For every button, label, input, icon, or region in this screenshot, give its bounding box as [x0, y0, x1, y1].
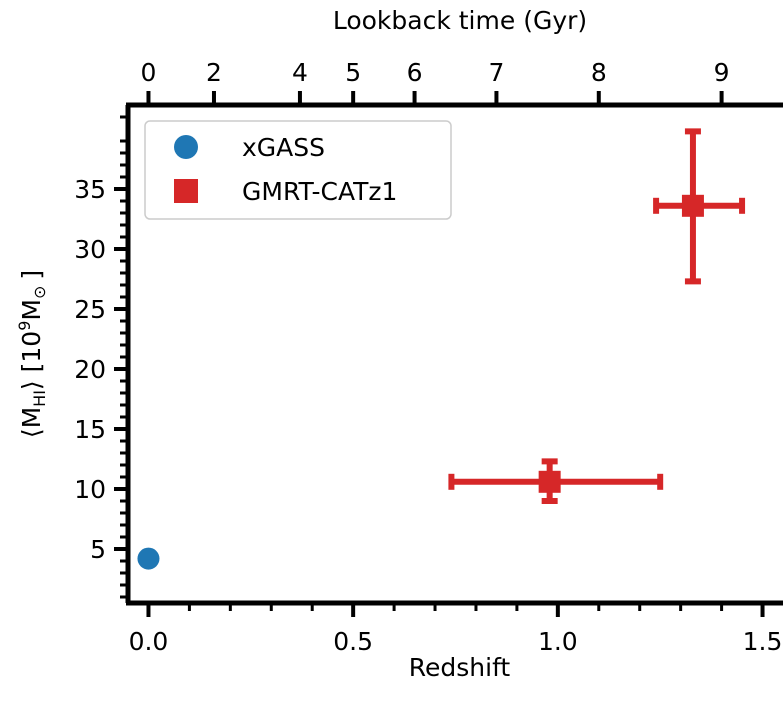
- data-point: [538, 470, 561, 493]
- legend-label: GMRT-CATz1: [242, 177, 397, 206]
- x-tick-label: 1.5: [743, 627, 783, 656]
- top-tick-label: 2: [206, 58, 222, 87]
- top-tick-label: 5: [345, 58, 361, 87]
- y-tick-label: 30: [74, 235, 106, 264]
- legend: xGASS GMRT-CATz1: [144, 120, 452, 220]
- y-label-main: ⟨M: [17, 407, 46, 438]
- y-tick-label: 5: [90, 535, 106, 564]
- y-label-sun: ⊙: [30, 286, 49, 299]
- top-tick-label: 4: [292, 58, 308, 87]
- y-label-mid: ⟩ [10: [17, 331, 46, 390]
- y-tick-label: 10: [74, 475, 106, 504]
- y-tick-label: 25: [74, 295, 106, 324]
- data-point: [681, 194, 704, 217]
- data-point: [137, 547, 160, 570]
- y-label-end: ]: [17, 270, 46, 280]
- y-tick-label: 15: [74, 415, 106, 444]
- top-tick-label: 7: [488, 58, 504, 87]
- y-label-sub: HI: [30, 390, 49, 407]
- x-tick-label: 0.0: [129, 627, 169, 656]
- legend-marker: [174, 179, 198, 203]
- top-tick-label: 0: [141, 58, 157, 87]
- plot-area: [137, 128, 746, 570]
- x-tick-label: 1.0: [538, 627, 578, 656]
- legend-label: xGASS: [242, 133, 325, 162]
- legend-frame: [144, 120, 452, 220]
- y-tick-label: 35: [74, 175, 106, 204]
- top-axis-label: Lookback time (Gyr): [333, 6, 587, 35]
- y-label-m: M: [17, 299, 46, 321]
- x-axis-label: Redshift: [409, 653, 511, 682]
- x-tick-label: 0.5: [333, 627, 373, 656]
- legend-marker: [174, 135, 198, 159]
- y-axis-label: ⟨MHI⟩ [109M⊙]: [15, 270, 49, 438]
- axes: 0.0 0.5 1.0 1.5 5 10 15 20 25 30 35 0 2 4 5 6 7 8 9: [74, 58, 783, 656]
- top-tick-label: 6: [407, 58, 423, 87]
- top-tick-label: 8: [591, 58, 607, 87]
- y-label-sup: 9: [15, 321, 34, 331]
- y-tick-label: 20: [74, 355, 106, 384]
- top-tick-label: 9: [714, 58, 730, 87]
